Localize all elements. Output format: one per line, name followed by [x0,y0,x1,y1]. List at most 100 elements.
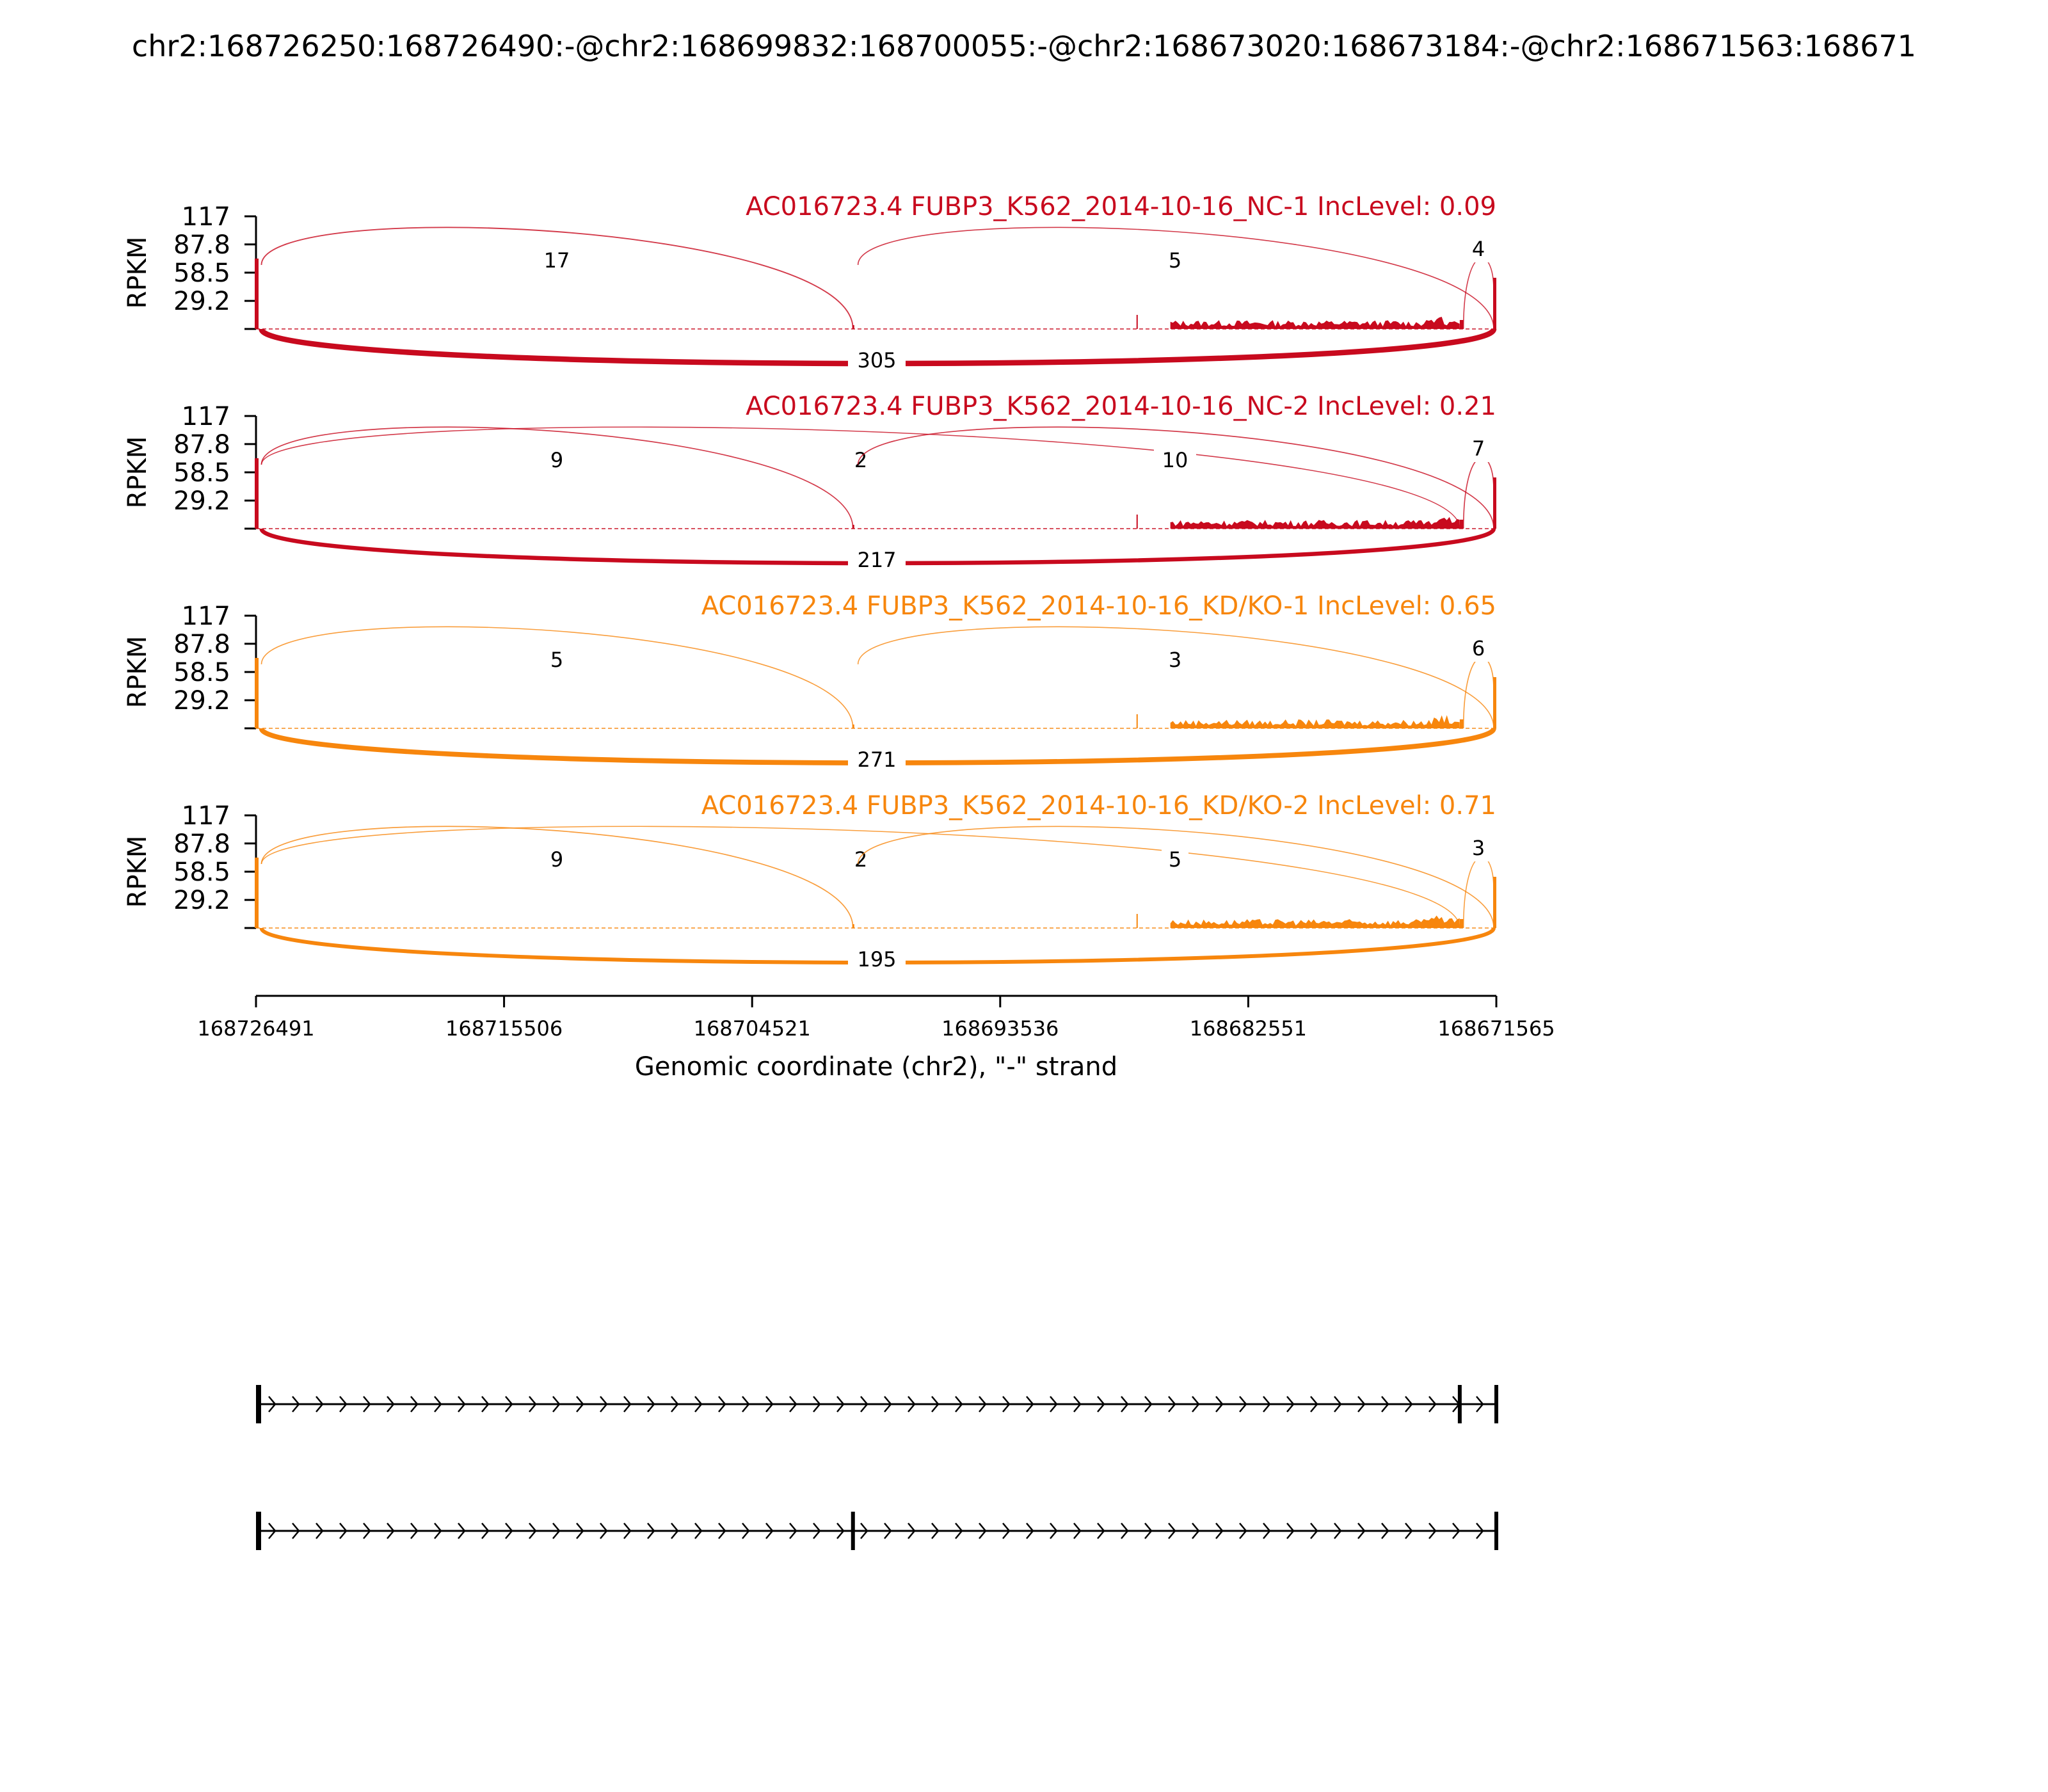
junction-count-bg [1162,248,1188,274]
strand-arrow [1286,1396,1295,1412]
junction-arc [857,426,1494,529]
y-tick-label: 87.8 [173,430,230,460]
y-tick-label: 117 [182,402,230,431]
strand-arrow [1144,1396,1153,1412]
junction-arc [260,227,854,330]
y-tick-label: 29.2 [173,287,230,316]
junction-count-bg [1465,636,1492,662]
strand-arrow [908,1396,916,1412]
sample-label: AC016723.4 FUBP3_K562_2014-10-16_NC-1 In… [746,192,1496,221]
sample-label: AC016723.4 FUBP3_K562_2014-10-16_KD/KO-2… [701,791,1496,820]
junction-count: 5 [550,648,563,672]
strand-arrow [505,1523,513,1539]
strand-arrow [860,1523,868,1539]
isoform-tracks [256,1385,1498,1550]
strand-arrow [363,1396,371,1412]
junction-count-bg [1154,448,1196,474]
junction-arc [260,826,854,929]
strand-arrow [742,1396,750,1412]
strand-arrow [1097,1396,1105,1412]
strand-arrow [434,1523,442,1539]
junction-count: 305 [857,348,896,372]
junction-count: 10 [1162,448,1188,472]
exon-coverage-block [1459,520,1464,529]
strand-arrow [1121,1396,1129,1412]
strand-arrow [1263,1396,1271,1412]
strand-arrow [1357,1396,1366,1412]
strand-arrow [742,1523,750,1539]
strand-arrow [268,1523,276,1539]
strand-arrow [1026,1523,1034,1539]
y-axis-label: RPKM [123,836,152,908]
junction-count: 4 [1472,237,1485,261]
strand-arrow [1168,1396,1176,1412]
strand-arrow [1192,1523,1200,1539]
exon-coverage-block [1493,877,1496,928]
junction-count: 3 [1472,836,1485,860]
junction-arc [857,227,1494,330]
strand-arrow [1239,1396,1247,1412]
junction-count-bg [1465,836,1492,861]
junction-count: 7 [1472,436,1485,461]
strand-arrow [434,1396,442,1412]
strand-arrow [1310,1396,1318,1412]
strand-arrow [718,1523,726,1539]
strand-arrow [1239,1523,1247,1539]
y-axis-label: RPKM [123,436,152,509]
coverage-spike [1136,515,1138,529]
exon-coverage-block [1459,719,1464,728]
strand-arrow [339,1396,348,1412]
strand-arrow [718,1396,726,1412]
junction-arc [260,826,1460,929]
exon-coverage-block [1493,278,1496,329]
junction-arc [857,626,1494,729]
exon-coverage-block [255,458,259,529]
junction-count-bg [848,548,906,573]
junction-count-bg [848,947,906,973]
strand-arrow [1050,1396,1058,1412]
strand-arrow [387,1396,395,1412]
strand-arrow [316,1396,324,1412]
junction-count-bg [848,748,906,773]
strand-arrow [765,1396,774,1412]
sample-label: AC016723.4 FUBP3_K562_2014-10-16_KD/KO-1… [701,591,1496,621]
y-tick-label: 29.2 [173,686,230,716]
strand-arrow [1357,1523,1366,1539]
junction-count: 9 [550,847,563,872]
strand-arrow [316,1523,324,1539]
junction-count-bg [543,847,570,873]
strand-arrow [765,1523,774,1539]
strand-arrow [647,1523,655,1539]
strand-arrow [1310,1523,1318,1539]
x-tick-label: 168726491 [197,1016,314,1041]
junction-count: 2 [854,847,867,872]
strand-arrow [836,1523,845,1539]
strand-arrow [979,1396,987,1412]
strand-arrow [1452,1523,1460,1539]
strand-arrow [908,1523,916,1539]
junction-count-bg [536,248,578,274]
x-axis-label: Genomic coordinate (chr2), "-" strand [635,1052,1117,1082]
junction-count: 2 [854,448,867,472]
strand-arrow [481,1396,490,1412]
junction-count-bg [1465,436,1492,462]
strand-arrow [505,1396,513,1412]
junction-count-bg [847,448,874,474]
exon-coverage-block [1459,919,1464,928]
strand-arrow [789,1523,797,1539]
junction-arc [260,626,854,729]
exon-coverage-block [1493,677,1496,728]
strand-arrow [813,1396,821,1412]
junction-count-bg [1162,847,1188,873]
x-axis: 168726491 168715506 168704521 168693536 1686… [197,995,1555,1041]
junction-arc [260,426,854,529]
strand-arrow [600,1523,608,1539]
y-tick-label: 87.8 [173,829,230,859]
strand-arrow [1476,1396,1484,1412]
strand-arrow [1002,1523,1011,1539]
strand-arrow [410,1396,419,1412]
isoform-track [256,1512,1498,1550]
exon-coverage-block [255,259,259,329]
